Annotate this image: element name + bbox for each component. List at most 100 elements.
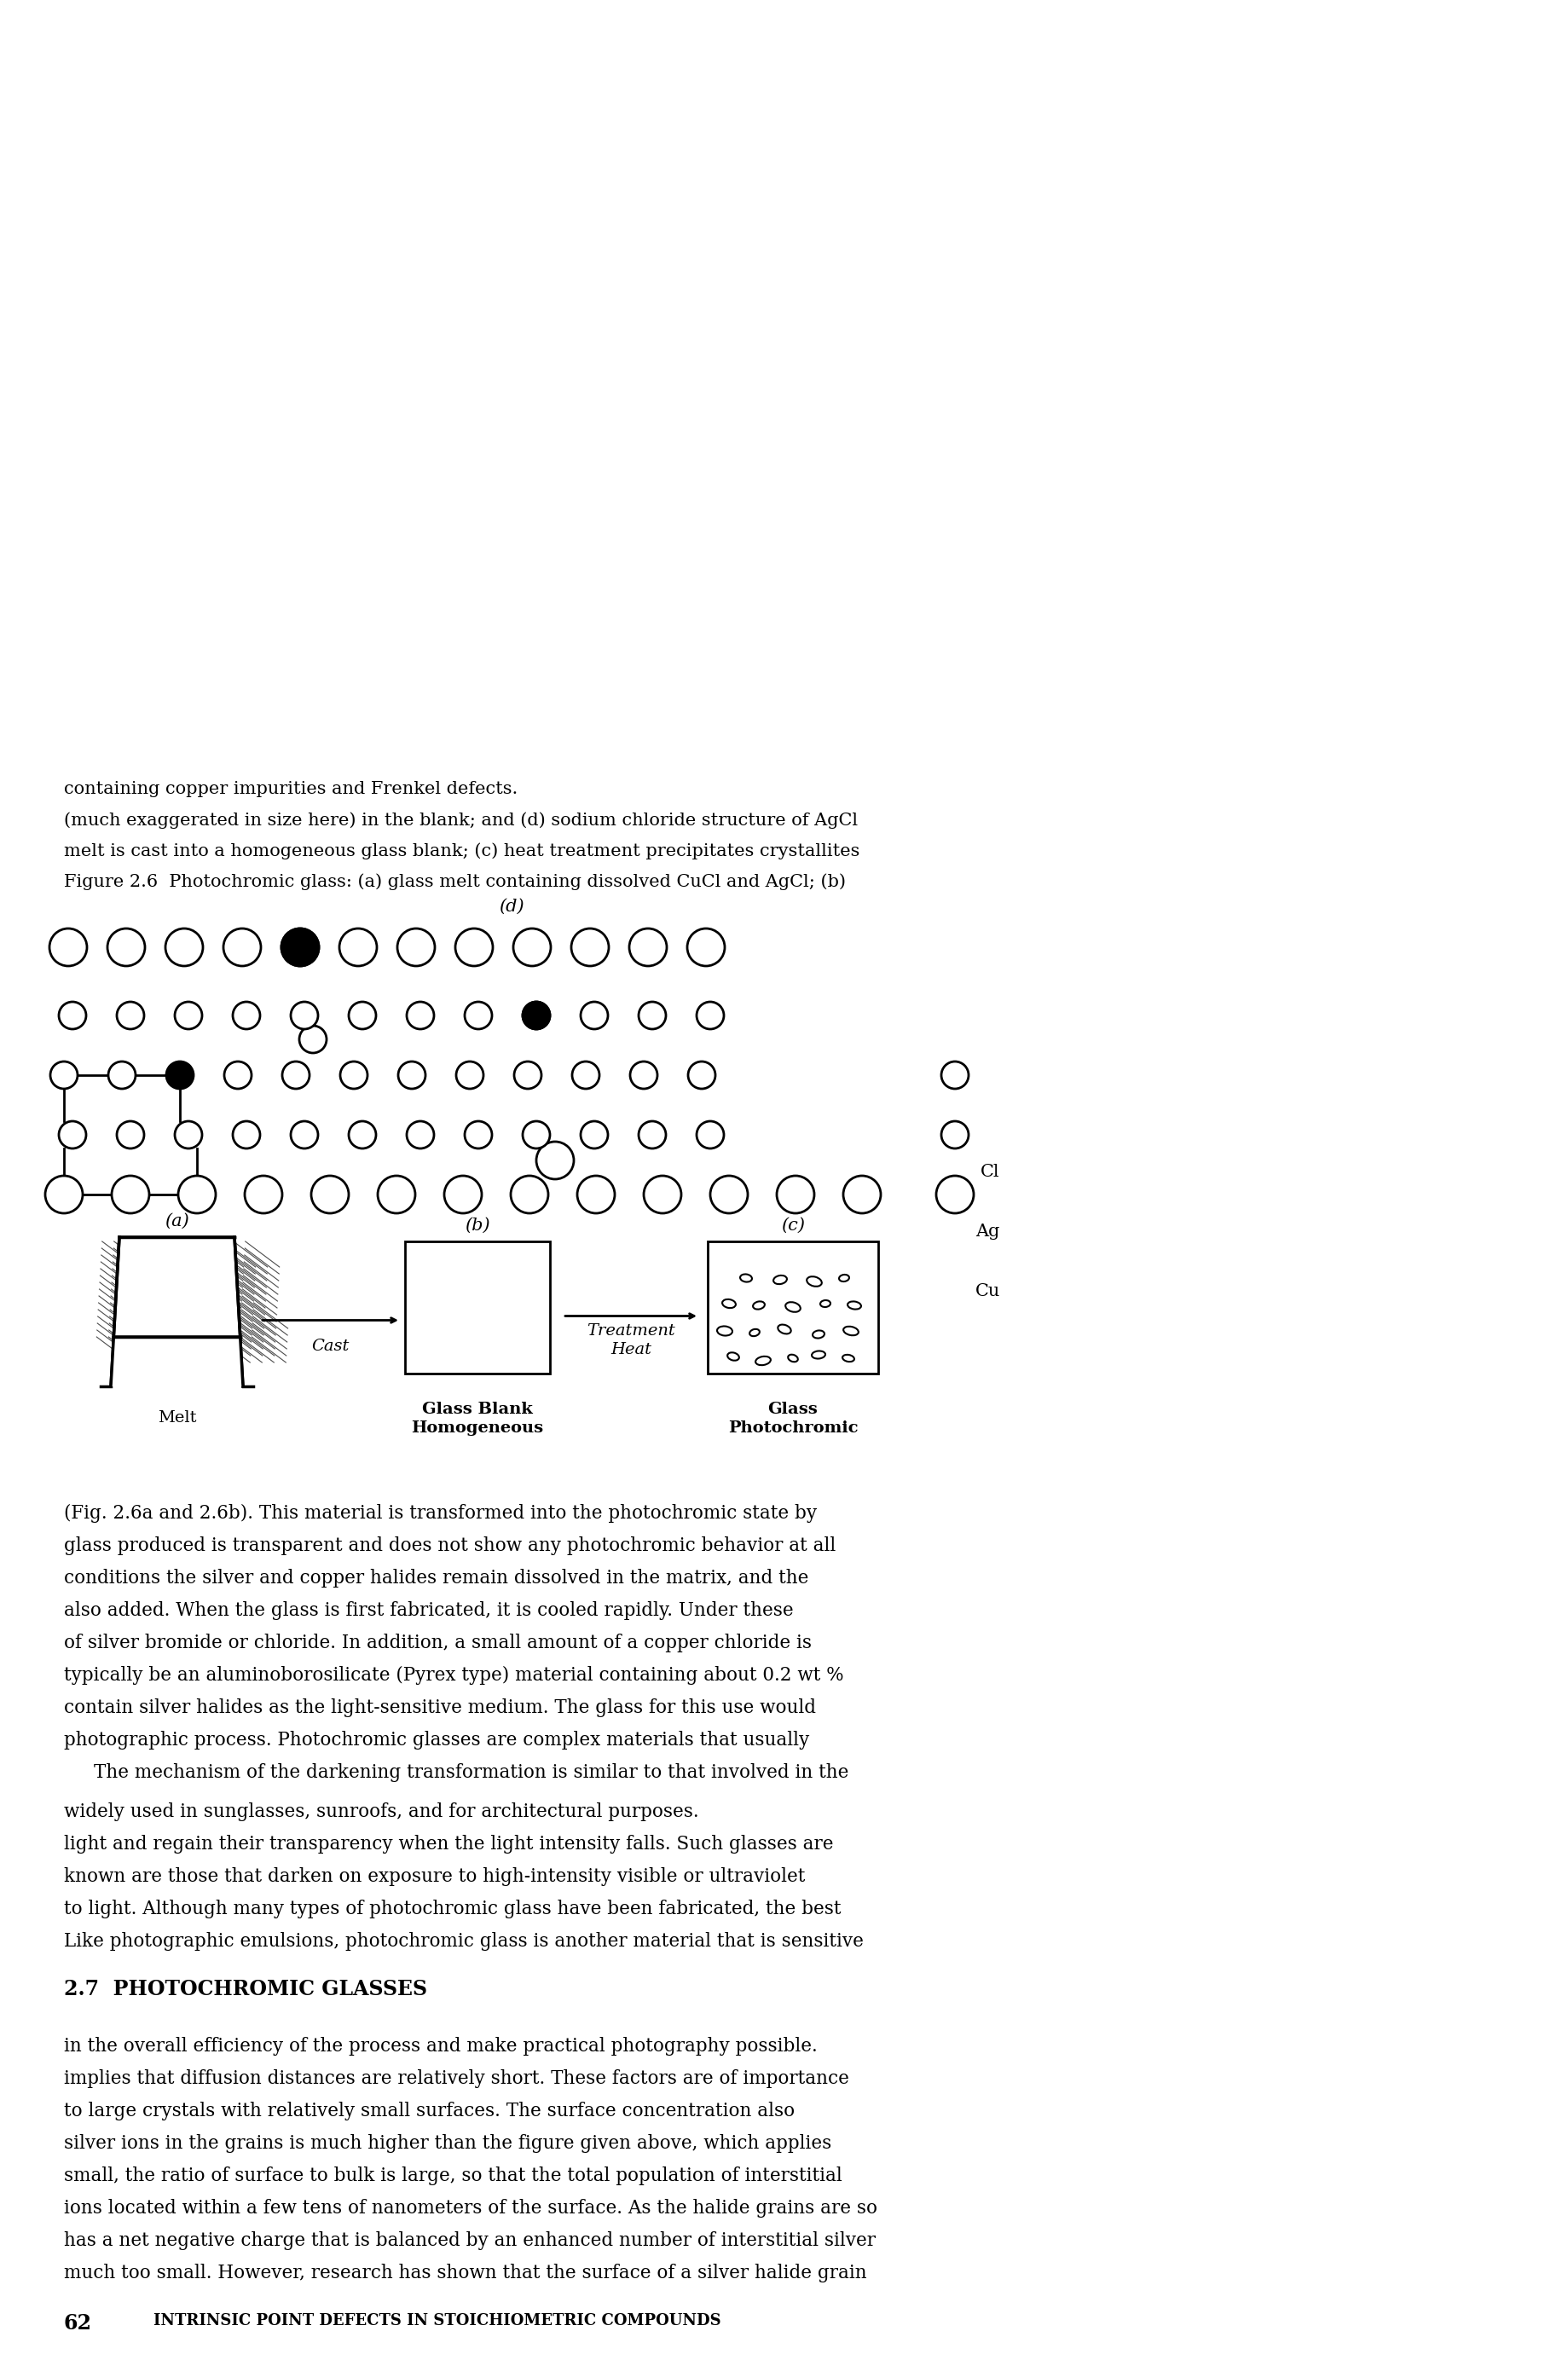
Text: Photochromic: Photochromic <box>728 1420 858 1436</box>
Text: also added. When the glass is first fabricated, it is cooled rapidly. Under thes: also added. When the glass is first fabr… <box>64 1602 793 1621</box>
Text: (Fig. 2.6a and 2.6b). This material is transformed into the photochromic state b: (Fig. 2.6a and 2.6b). This material is t… <box>64 1505 817 1524</box>
Text: Figure 2.6  Photochromic glass: (a) glass melt containing dissolved CuCl and AgC: Figure 2.6 Photochromic glass: (a) glass… <box>64 873 845 890</box>
Circle shape <box>572 1062 599 1088</box>
Circle shape <box>245 1176 282 1214</box>
Circle shape <box>397 927 434 965</box>
Text: Cu: Cu <box>975 1282 1000 1299</box>
Text: melt is cast into a homogeneous glass blank; (c) heat treatment precipitates cry: melt is cast into a homogeneous glass bl… <box>64 842 859 859</box>
Ellipse shape <box>787 1356 798 1363</box>
Circle shape <box>455 927 492 965</box>
Text: light and regain their transparency when the light intensity falls. Such glasses: light and regain their transparency when… <box>64 1834 833 1853</box>
Circle shape <box>536 1143 574 1178</box>
Circle shape <box>522 1001 550 1029</box>
Circle shape <box>174 1001 202 1029</box>
Circle shape <box>630 1062 657 1088</box>
Circle shape <box>941 1121 967 1148</box>
Circle shape <box>339 927 376 965</box>
Circle shape <box>165 927 202 965</box>
Circle shape <box>282 1062 309 1088</box>
Text: INTRINSIC POINT DEFECTS IN STOICHIOMETRIC COMPOUNDS: INTRINSIC POINT DEFECTS IN STOICHIOMETRI… <box>154 2314 721 2328</box>
Text: to light. Although many types of photochromic glass have been fabricated, the be: to light. Although many types of photoch… <box>64 1900 840 1919</box>
Text: (d): (d) <box>499 899 524 916</box>
Circle shape <box>290 1121 318 1148</box>
Circle shape <box>310 1176 348 1214</box>
Ellipse shape <box>812 1330 825 1339</box>
Circle shape <box>941 1062 967 1088</box>
Circle shape <box>50 1062 77 1088</box>
Circle shape <box>406 1001 434 1029</box>
Circle shape <box>514 1062 541 1088</box>
Circle shape <box>50 927 86 965</box>
Circle shape <box>522 1121 550 1148</box>
Ellipse shape <box>756 1356 770 1365</box>
Ellipse shape <box>728 1353 739 1360</box>
Circle shape <box>281 927 318 965</box>
Circle shape <box>456 1062 483 1088</box>
Circle shape <box>116 1001 144 1029</box>
Circle shape <box>398 1062 425 1088</box>
Text: widely used in sunglasses, sunroofs, and for architectural purposes.: widely used in sunglasses, sunroofs, and… <box>64 1803 698 1822</box>
Ellipse shape <box>806 1278 822 1287</box>
Circle shape <box>116 1121 144 1148</box>
Circle shape <box>281 927 318 965</box>
Text: of silver bromide or chloride. In addition, a small amount of a copper chloride : of silver bromide or chloride. In additi… <box>64 1633 811 1651</box>
Circle shape <box>444 1176 481 1214</box>
Text: 62: 62 <box>64 2314 93 2333</box>
Circle shape <box>299 1027 326 1053</box>
Circle shape <box>166 1062 193 1088</box>
Text: photographic process. Photochromic glasses are complex materials that usually: photographic process. Photochromic glass… <box>64 1732 809 1748</box>
Text: Melt: Melt <box>157 1410 196 1427</box>
Circle shape <box>638 1001 665 1029</box>
Circle shape <box>232 1121 260 1148</box>
Ellipse shape <box>750 1330 759 1337</box>
Ellipse shape <box>847 1301 861 1308</box>
Circle shape <box>629 927 666 965</box>
Text: has a net negative charge that is balanced by an enhanced number of interstitial: has a net negative charge that is balanc… <box>64 2231 875 2250</box>
Circle shape <box>107 927 144 965</box>
Circle shape <box>108 1062 135 1088</box>
Ellipse shape <box>717 1327 732 1337</box>
Circle shape <box>696 1121 723 1148</box>
Circle shape <box>776 1176 814 1214</box>
Circle shape <box>936 1176 974 1214</box>
Text: (c): (c) <box>781 1218 804 1233</box>
Circle shape <box>696 1001 723 1029</box>
Ellipse shape <box>773 1275 787 1285</box>
Text: Treatment: Treatment <box>586 1323 674 1339</box>
Text: Glass Blank: Glass Blank <box>422 1401 533 1417</box>
Text: (b): (b) <box>464 1218 489 1233</box>
Circle shape <box>464 1001 492 1029</box>
Ellipse shape <box>778 1325 790 1334</box>
Text: ions located within a few tens of nanometers of the surface. As the halide grain: ions located within a few tens of nanome… <box>64 2198 877 2217</box>
Circle shape <box>571 927 608 965</box>
Circle shape <box>638 1121 665 1148</box>
Circle shape <box>580 1001 608 1029</box>
Circle shape <box>577 1176 615 1214</box>
Circle shape <box>464 1121 492 1148</box>
Ellipse shape <box>740 1275 751 1282</box>
Text: (much exaggerated in size here) in the blank; and (d) sodium chloride structure : (much exaggerated in size here) in the b… <box>64 812 858 828</box>
Circle shape <box>688 1062 715 1088</box>
Circle shape <box>643 1176 681 1214</box>
Text: glass produced is transparent and does not show any photochromic behavior at all: glass produced is transparent and does n… <box>64 1536 836 1554</box>
Text: known are those that darken on exposure to high-intensity visible or ultraviolet: known are those that darken on exposure … <box>64 1867 804 1886</box>
Text: Ag: Ag <box>975 1223 999 1240</box>
Circle shape <box>111 1176 149 1214</box>
Text: The mechanism of the darkening transformation is similar to that involved in the: The mechanism of the darkening transform… <box>94 1763 848 1782</box>
Text: much too small. However, research has shown that the surface of a silver halide : much too small. However, research has sh… <box>64 2264 867 2283</box>
Text: containing copper impurities and Frenkel defects.: containing copper impurities and Frenkel… <box>64 781 517 797</box>
Text: silver ions in the grains is much higher than the figure given above, which appl: silver ions in the grains is much higher… <box>64 2134 831 2153</box>
Circle shape <box>522 1001 550 1029</box>
Circle shape <box>348 1121 376 1148</box>
Ellipse shape <box>721 1299 735 1308</box>
Circle shape <box>179 1176 216 1214</box>
Text: Cast: Cast <box>312 1339 350 1353</box>
Circle shape <box>45 1176 83 1214</box>
Circle shape <box>232 1001 260 1029</box>
Text: in the overall efficiency of the process and make practical photography possible: in the overall efficiency of the process… <box>64 2037 817 2056</box>
Circle shape <box>513 927 550 965</box>
Circle shape <box>223 927 260 965</box>
Circle shape <box>687 927 724 965</box>
Text: typically be an aluminoborosilicate (Pyrex type) material containing about 0.2 w: typically be an aluminoborosilicate (Pyr… <box>64 1666 844 1685</box>
Circle shape <box>844 1176 880 1214</box>
